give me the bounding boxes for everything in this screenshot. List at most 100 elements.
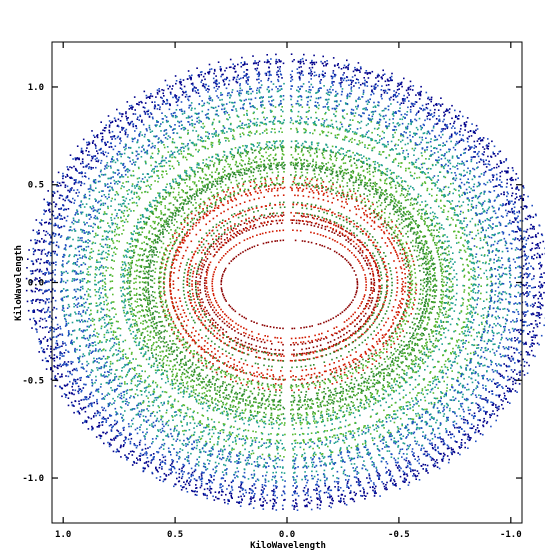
uv-point [244,188,246,191]
uv-point [189,408,192,410]
uv-point [454,389,457,391]
uv-point [211,203,213,205]
uv-point [233,236,235,239]
uv-point [149,319,151,322]
uv-point [222,255,225,257]
uv-point [349,233,352,235]
uv-point [157,180,159,183]
uv-point [322,156,325,159]
uv-point [177,400,180,403]
uv-point [172,320,175,323]
uv-point [219,432,221,435]
uv-point [134,270,136,273]
uv-point [398,376,400,379]
uv-point [106,256,109,258]
uv-point [245,435,247,437]
uv-point [245,146,248,149]
uv-point [204,78,206,81]
uv-point [165,263,167,266]
uv-point [198,399,201,401]
uv-point [276,162,279,165]
uv-point [121,129,123,131]
uv-point [189,352,191,354]
uv-point [300,215,303,217]
uv-point [244,341,247,344]
uv-point [457,376,459,379]
uv-point [392,204,395,207]
uv-point [238,452,241,454]
uv-point [202,377,204,380]
uv-point [90,248,93,250]
uv-point [320,412,322,414]
uv-point [175,368,177,370]
uv-point [499,275,501,278]
uv-point [210,418,213,421]
uv-point [227,240,230,243]
uv-point [128,362,131,364]
uv-point [490,296,493,299]
uv-point [273,326,275,329]
uv-point [38,301,41,304]
uv-point [87,362,90,365]
uv-point [356,447,358,449]
uv-point [183,364,186,366]
uv-point [375,265,377,268]
uv-point [111,247,113,250]
uv-point [428,280,431,282]
uv-point [169,136,171,139]
uv-point [303,165,305,168]
uv-point [102,129,104,131]
uv-point [265,347,268,350]
uv-point [386,292,388,295]
uv-point [346,306,349,309]
uv-point [421,201,423,203]
uv-point [477,290,480,292]
uv-point [365,286,367,289]
uv-point [300,117,303,120]
uv-point [150,294,153,297]
uv-point [266,471,268,474]
uv-point [454,179,457,182]
uv-point [425,263,427,266]
uv-point [377,293,379,296]
uv-point [437,249,439,251]
uv-point [130,265,132,267]
uv-point [310,438,312,441]
uv-point [103,364,106,366]
uv-point [418,414,421,416]
uv-point [170,346,173,348]
uv-point [334,240,336,242]
uv-point [339,452,342,454]
uv-point [318,333,320,336]
uv-point [365,281,367,283]
uv-point [282,343,284,346]
uv-point [193,182,196,185]
uv-point [342,387,344,390]
uv-point [171,343,174,345]
uv-point [413,403,415,406]
uv-point [204,140,207,142]
uv-point [112,379,114,382]
uv-point [104,184,107,186]
uv-point [237,415,240,417]
uv-point [500,325,502,328]
uv-point [426,255,429,258]
uv-point [332,183,334,186]
uv-point [219,450,222,452]
uv-point [208,247,211,249]
uv-point [494,294,496,296]
uv-point [184,128,187,130]
uv-point [358,315,360,317]
uv-point [378,297,380,299]
uv-point [332,84,334,86]
uv-point [146,297,148,300]
uv-point [306,165,308,167]
uv-point [354,325,356,328]
uv-point [219,396,221,398]
uv-point [262,242,265,245]
uv-point [229,231,231,234]
uv-point [167,400,169,402]
uv-point [264,423,267,425]
uv-point [190,385,192,388]
uv-point [200,437,203,440]
